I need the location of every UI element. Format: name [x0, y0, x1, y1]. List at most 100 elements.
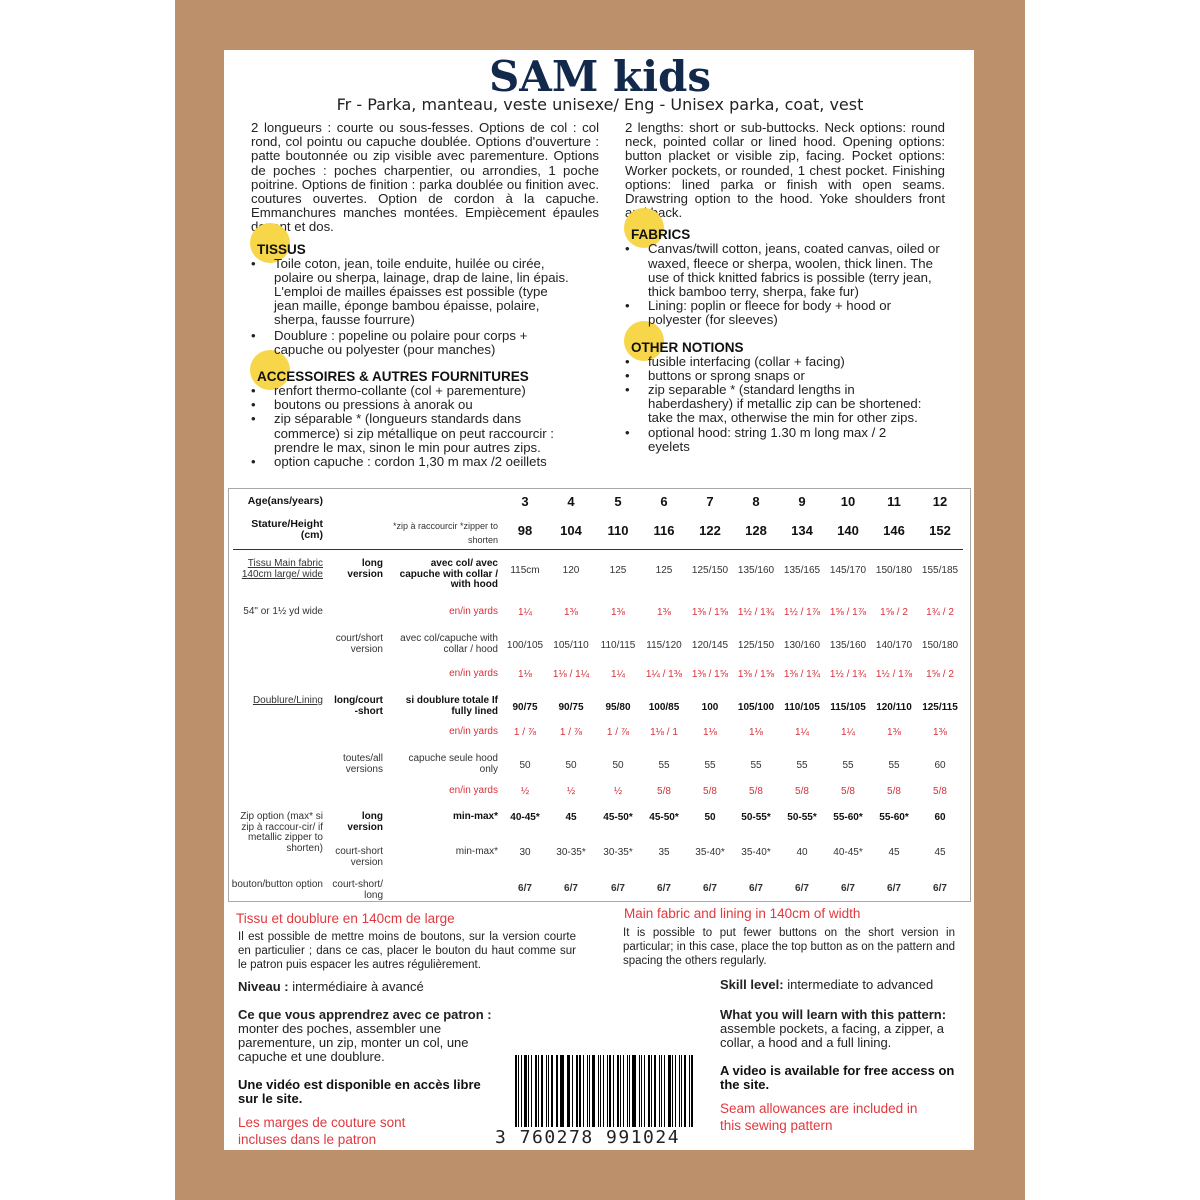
- table-cell: 110/115: [600, 640, 636, 651]
- table-cell: 6/7: [795, 883, 809, 894]
- table-cell: 125/150: [691, 565, 729, 576]
- fr-bottom: Tissu et doublure en 140cm de large Il e…: [236, 910, 581, 1148]
- barcode-bar: [683, 1055, 687, 1127]
- table-cell: 8: [752, 494, 760, 509]
- row-description: *zip à raccourcir *zipper to shorten: [392, 521, 498, 545]
- barcode-bar: [566, 1055, 568, 1127]
- en-fabric-heading: FABRICS: [631, 227, 691, 243]
- table-cell: 5/8: [933, 786, 947, 797]
- table-cell: 50: [519, 760, 531, 771]
- table-cell: 150/180: [875, 565, 913, 576]
- barcode-bar: [515, 1055, 517, 1127]
- row-label: Age(ans/years): [247, 495, 323, 507]
- barcode-bar: [538, 1055, 539, 1127]
- table-cell: 35-40*: [695, 847, 725, 858]
- table-cell: 55-60*: [833, 812, 863, 823]
- table-cell: 55-60*: [879, 812, 909, 823]
- row-description: min-max*: [455, 846, 498, 857]
- table-cell: 1⅛: [703, 727, 717, 738]
- barcode-bar: [557, 1055, 559, 1127]
- en-fabric-list: Canvas/twill cotton, jeans, coated canva…: [625, 242, 941, 327]
- table-cell: 6/7: [749, 883, 763, 894]
- row-description: avec col/capuche with collar / hood: [400, 633, 498, 655]
- table-cell: 35: [658, 847, 670, 858]
- barcode-bar: [555, 1055, 557, 1127]
- barcode-bar: [651, 1055, 653, 1127]
- fr-learn: Ce que vous apprendrez avec ce patron :m…: [238, 1008, 493, 1064]
- list-item: Toile coton, jean, toile enduite, huilée…: [251, 256, 571, 328]
- fr-video: Une vidéo est disponible en accès libre …: [238, 1077, 481, 1106]
- table-cell: 30: [519, 847, 531, 858]
- table-cell: 155/185: [921, 565, 959, 576]
- barcode-bar: [660, 1055, 662, 1127]
- table-cell: 1⅜ / 1⅝: [737, 669, 775, 680]
- barcode-bar: [681, 1055, 682, 1127]
- table-cell: 125/115: [922, 702, 958, 713]
- table-cell: 40: [796, 847, 808, 858]
- table-cell: 5/8: [887, 786, 901, 797]
- table-cell: 5/8: [749, 786, 763, 797]
- table-cell: 55: [796, 760, 808, 771]
- table-cell: 105/100: [737, 702, 775, 713]
- table-cell: 146: [883, 523, 905, 538]
- row-description: avec col/ avec capuche with collar / wit…: [399, 558, 498, 590]
- barcode-bar: [654, 1055, 656, 1127]
- level-value: intermediate to advanced: [783, 977, 934, 992]
- table-cell: 98: [517, 523, 533, 538]
- table-cell: 1¼: [841, 727, 855, 738]
- level-label: Niveau :: [238, 979, 289, 994]
- barcode-bar: [568, 1055, 571, 1127]
- table-cell: 1⅜ / 1⅝: [691, 669, 729, 680]
- fr-fabric-heading: TISSUS: [257, 241, 306, 257]
- table-cell: 6/7: [703, 883, 717, 894]
- table-cell: 1½ / 1¾: [829, 669, 867, 680]
- barcode-bar: [530, 1055, 533, 1127]
- barcode-bar: [609, 1055, 611, 1127]
- barcode-bar: [592, 1055, 595, 1127]
- barcode-bar: [588, 1055, 591, 1127]
- table-cell: 50: [612, 760, 624, 771]
- table-cell: 1⅜: [657, 607, 671, 618]
- table-cell: 100/85: [648, 702, 680, 713]
- table-cell: 6: [660, 494, 668, 509]
- table-cell: 100: [701, 702, 719, 713]
- table-cell: 45: [888, 847, 900, 858]
- row-version: court/short version: [335, 633, 383, 655]
- table-cell: 4: [567, 494, 575, 509]
- table-cell: 145/170: [829, 565, 867, 576]
- barcode-bar: [607, 1055, 609, 1127]
- barcode-bar: [674, 1055, 677, 1127]
- table-cell: 5/8: [703, 786, 717, 797]
- fr-width-heading: Tissu et doublure en 140cm de large: [236, 911, 455, 926]
- barcode-bar: [612, 1055, 614, 1127]
- row-description: en/in yards: [449, 726, 498, 737]
- barcode-bar: [626, 1055, 629, 1127]
- barcode-bar: [535, 1055, 537, 1127]
- barcode-bar: [638, 1055, 641, 1127]
- table-cell: 1½ / 1⅞: [783, 607, 821, 618]
- fr-seam: Les marges de couture sont incluses dans…: [238, 1115, 406, 1147]
- table-divider: [233, 549, 963, 550]
- table-cell: ½: [566, 786, 576, 797]
- fr-fabric-list: Toile coton, jean, toile enduite, huilée…: [251, 256, 571, 357]
- list-item: Canvas/twill cotton, jeans, coated canva…: [625, 242, 941, 299]
- table-cell: ½: [520, 786, 530, 797]
- table-cell: 95/80: [605, 702, 631, 713]
- level-value: intermédiaire à avancé: [288, 979, 424, 994]
- table-cell: 128: [745, 523, 767, 538]
- barcode-bar: [629, 1055, 631, 1127]
- table-cell: 1⅜: [611, 607, 625, 618]
- row-description: capuche seule hood only: [408, 753, 498, 775]
- table-cell: 35-40*: [741, 847, 771, 858]
- table-cell: 50: [565, 760, 577, 771]
- barcode-bar: [579, 1055, 582, 1127]
- row-label: Doublure/Lining: [252, 695, 323, 706]
- table-cell: 1¼ / 1⅜: [645, 669, 683, 680]
- row-label: Zip option (max* si zip à raccour-cir/ i…: [240, 811, 323, 854]
- table-cell: 1⅛: [749, 727, 763, 738]
- row-label: Tissu Main fabric 140cm large/ wide: [241, 558, 323, 580]
- barcode-bar: [586, 1055, 588, 1127]
- table-cell: 1¼: [611, 669, 625, 680]
- table-cell: 116: [653, 523, 675, 538]
- row-version: long version: [347, 558, 383, 580]
